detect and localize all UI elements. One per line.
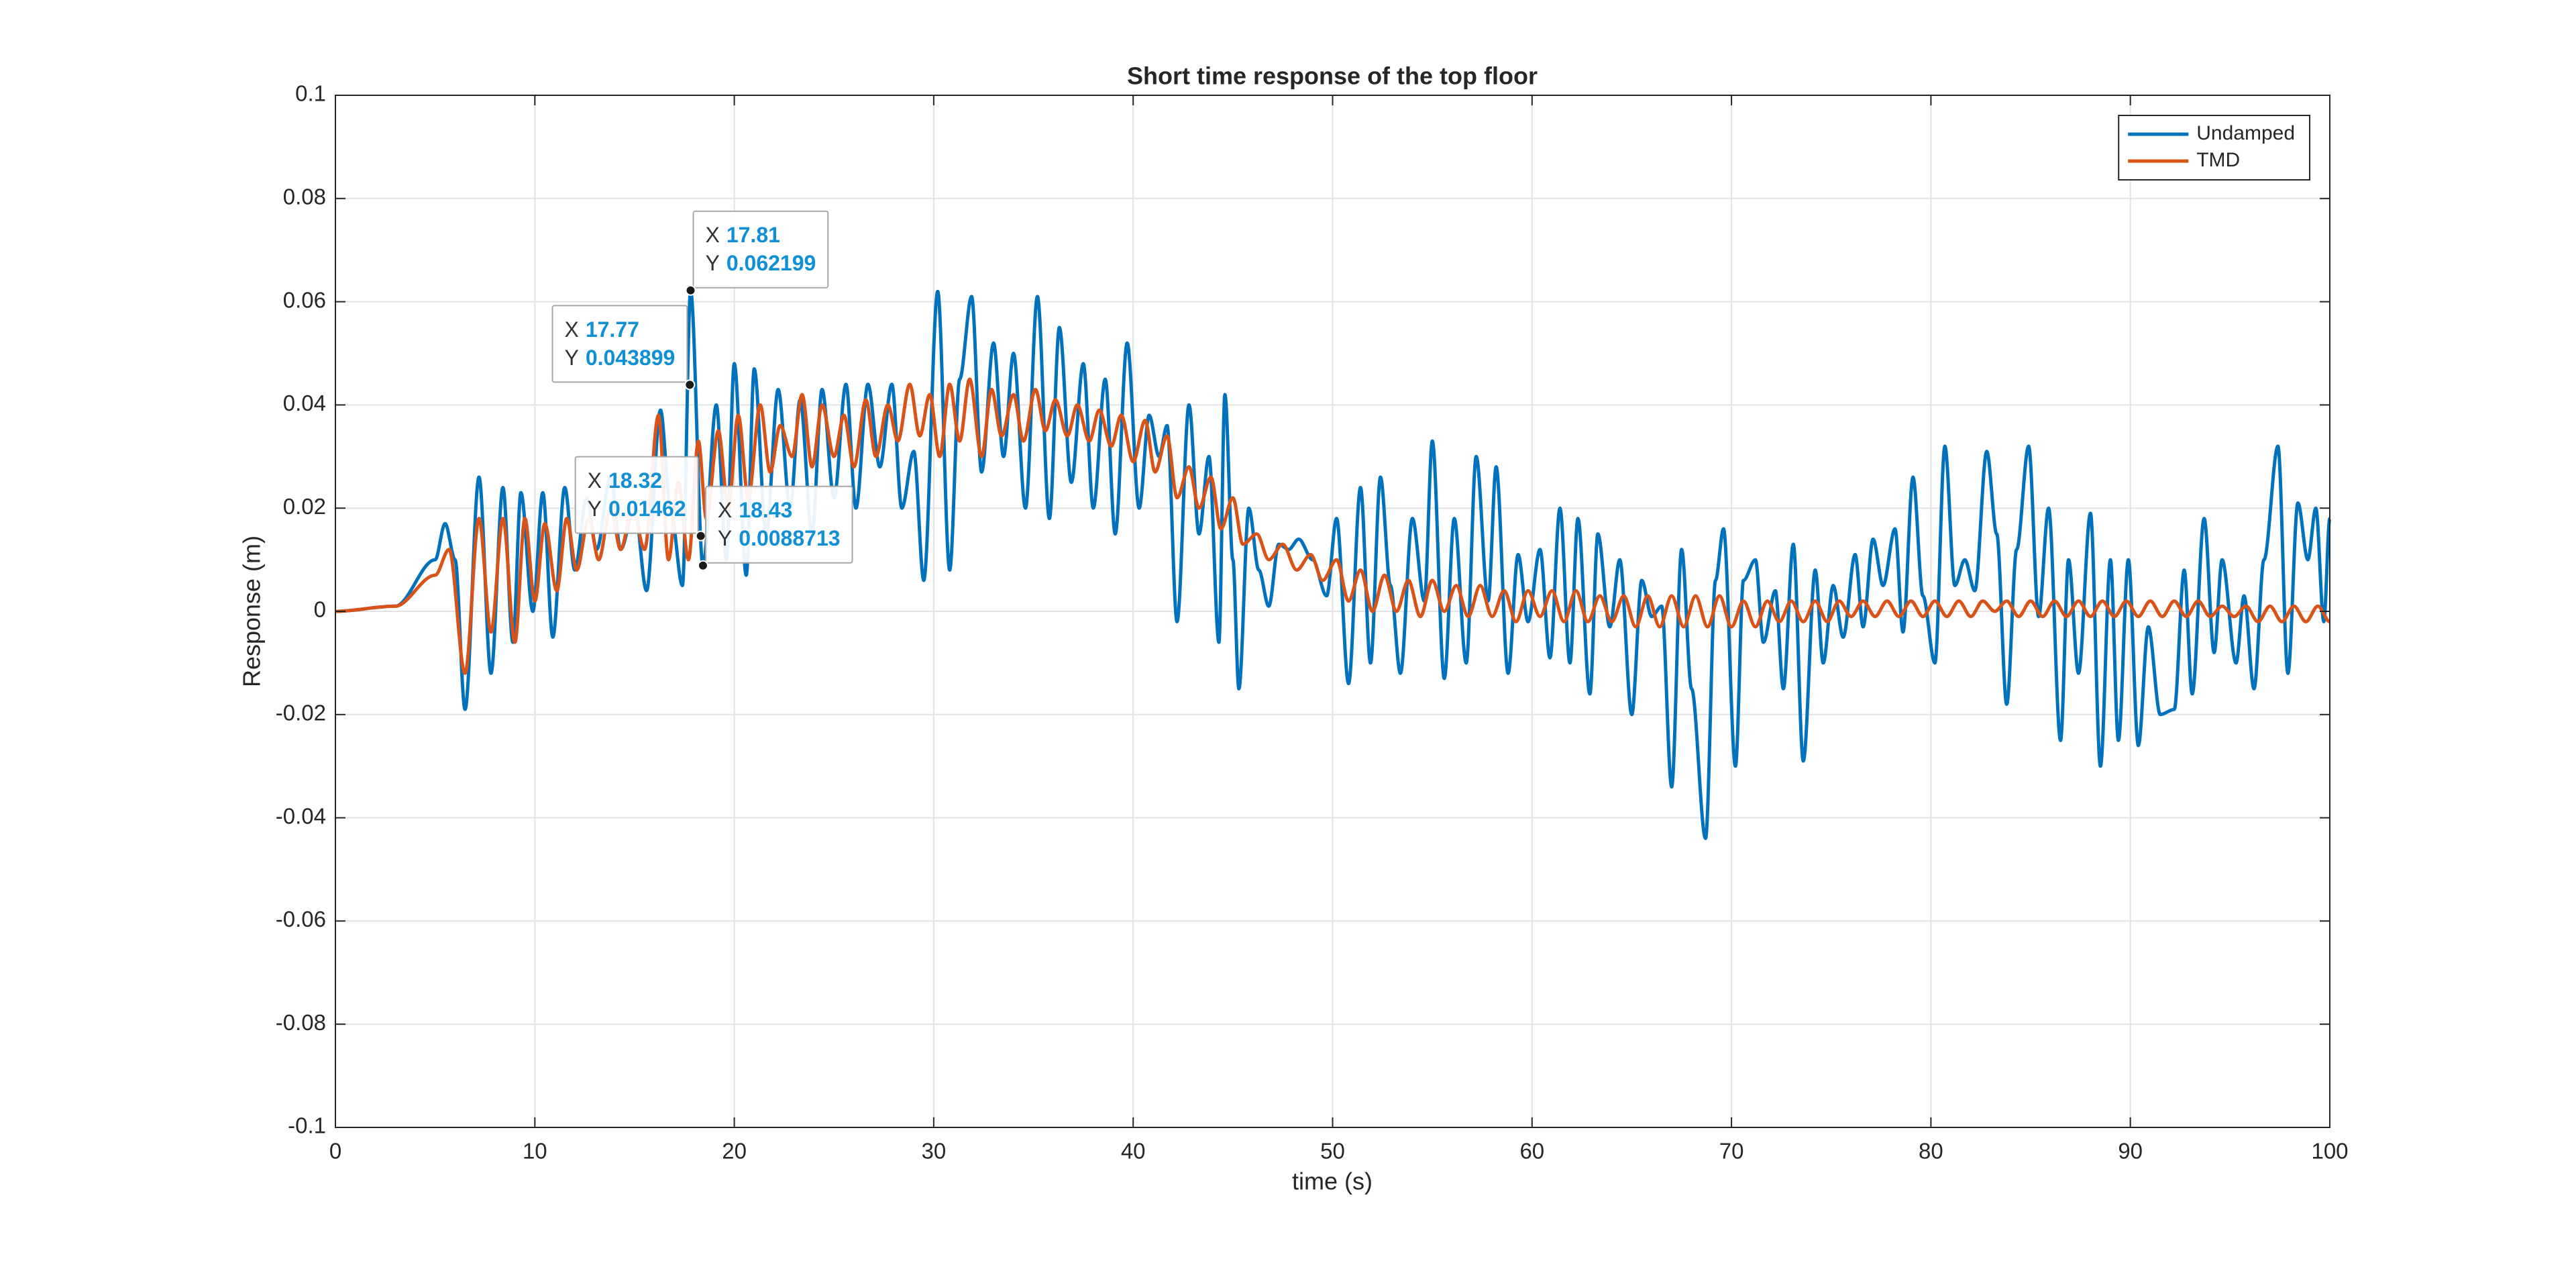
legend-box [2118, 115, 2310, 181]
datatip-x-key: X [564, 317, 578, 342]
datatip-y-key: Y [588, 497, 602, 521]
legend: Undamped TMD [2118, 115, 2310, 181]
datatip-x-key: X [588, 468, 602, 493]
datatip-box [704, 485, 853, 564]
y-tick-label: 0.04 [283, 391, 326, 415]
datatip: X 18.43 Y 0.0088713 [697, 485, 853, 571]
datatip-box [551, 305, 688, 383]
y-tick-label: -0.1 [288, 1113, 326, 1138]
datatip-x-value: 17.81 [727, 223, 780, 247]
y-tick-label: -0.08 [276, 1010, 326, 1035]
datatip-box [574, 456, 699, 534]
y-tick-label: -0.06 [276, 907, 326, 931]
x-tick-label: 10 [523, 1139, 547, 1164]
y-tick-label: -0.04 [276, 803, 326, 828]
legend-label: TMD [2196, 149, 2240, 171]
datatip: X 18.32Y 0.01462 [574, 456, 706, 542]
x-tick-label: 40 [1121, 1139, 1146, 1164]
datatip-y-value: 0.01462 [608, 497, 686, 521]
x-tick-label: 0 [329, 1139, 341, 1164]
datatip-box [692, 210, 829, 289]
legend-label: Undamped [2196, 122, 2295, 144]
datatip-x-key: X [705, 223, 719, 247]
x-tick-label: 50 [1320, 1139, 1345, 1164]
x-axis-label: time (s) [1292, 1168, 1373, 1195]
y-tick-label: 0.06 [283, 287, 326, 312]
datatip-marker [684, 379, 696, 391]
datatip-x-value: 18.43 [739, 498, 792, 522]
y-tick-label: 0.08 [283, 185, 326, 209]
datatip-marker [697, 560, 708, 571]
datatip: X 17.81 Y 0.062199 [685, 210, 829, 296]
y-tick-label: 0 [314, 597, 326, 622]
datatip-y-key: Y [564, 346, 578, 370]
x-tick-label: 80 [1919, 1139, 1943, 1164]
datatip-y-value: 0.043899 [586, 346, 675, 370]
y-tick-label: 0.1 [295, 81, 326, 106]
y-axis-label: Response (m) [238, 536, 266, 687]
x-tick-label: 70 [1719, 1139, 1744, 1164]
datatip-marker [685, 285, 696, 296]
ticks: 0 10 20 30 40 50 60 70 80 90 100 -0.1 -0.08 -0.06 -0.0… [276, 81, 2349, 1164]
x-tick-label: 60 [1519, 1139, 1544, 1164]
datatip-x-value: 18.32 [608, 468, 662, 493]
datatip-y-value: 0.0088713 [739, 526, 840, 550]
datatip-y-key: Y [718, 526, 732, 550]
y-tick-label: -0.02 [276, 701, 326, 725]
datatip-y-value: 0.062199 [727, 251, 816, 275]
datatip-marker [695, 530, 706, 542]
x-tick-label: 20 [722, 1139, 747, 1164]
datatip-x-value: 17.77 [586, 317, 639, 342]
x-tick-label: 100 [2311, 1139, 2348, 1164]
datatip: X 17.77 Y 0.043899 [551, 305, 696, 391]
datatip-y-key: Y [705, 251, 719, 275]
x-tick-label: 90 [2118, 1139, 2143, 1164]
x-tick-label: 30 [922, 1139, 947, 1164]
y-tick-label: 0.02 [283, 494, 326, 519]
chart-title: Short time response of the top floor [1127, 62, 1538, 90]
datatip-x-key: X [718, 498, 732, 522]
